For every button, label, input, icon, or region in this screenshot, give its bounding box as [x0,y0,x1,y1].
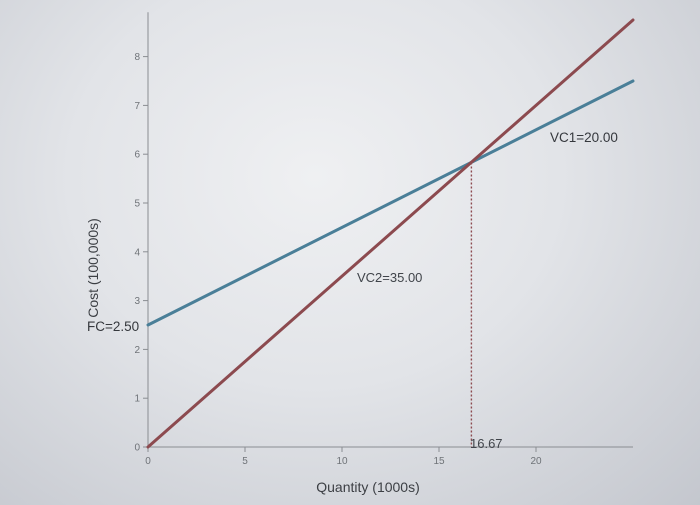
y-tick-label: 0 [134,443,140,454]
y-tick-label: 2 [134,345,140,356]
x-axis-title: Quantity (1000s) [316,479,420,495]
annotations: Quantity (1000s) Cost (100,000s) FC=2.50… [85,130,618,495]
x-tick-label: 0 [145,456,151,467]
y-axis-title: Cost (100,000s) [85,218,101,318]
axes [147,12,633,448]
y-tick-label: 4 [134,247,140,258]
y-tick-label: 8 [134,52,140,63]
vc2-label: VC2=35.00 [357,270,422,285]
vc1-line [146,79,635,327]
x-tick-label: 5 [242,456,248,467]
x-tick-label: 15 [433,456,445,467]
ticks: 0 1 2 3 4 5 6 7 8 0 5 10 15 20 [134,52,542,467]
vc2-line [146,18,635,449]
x-tick-label: 10 [336,456,348,467]
vc1-label: VC1=20.00 [550,130,618,145]
y-tick-label: 7 [134,101,140,112]
break-even-label: 16.67 [470,436,503,451]
y-tick-label: 1 [134,394,140,405]
y-tick-label: 3 [134,296,140,307]
y-tick-label: 6 [134,150,140,161]
fixed-cost-label: FC=2.50 [87,319,139,334]
series-lines [146,18,635,449]
x-tick-label: 20 [530,456,542,467]
y-tick-label: 5 [134,199,140,210]
